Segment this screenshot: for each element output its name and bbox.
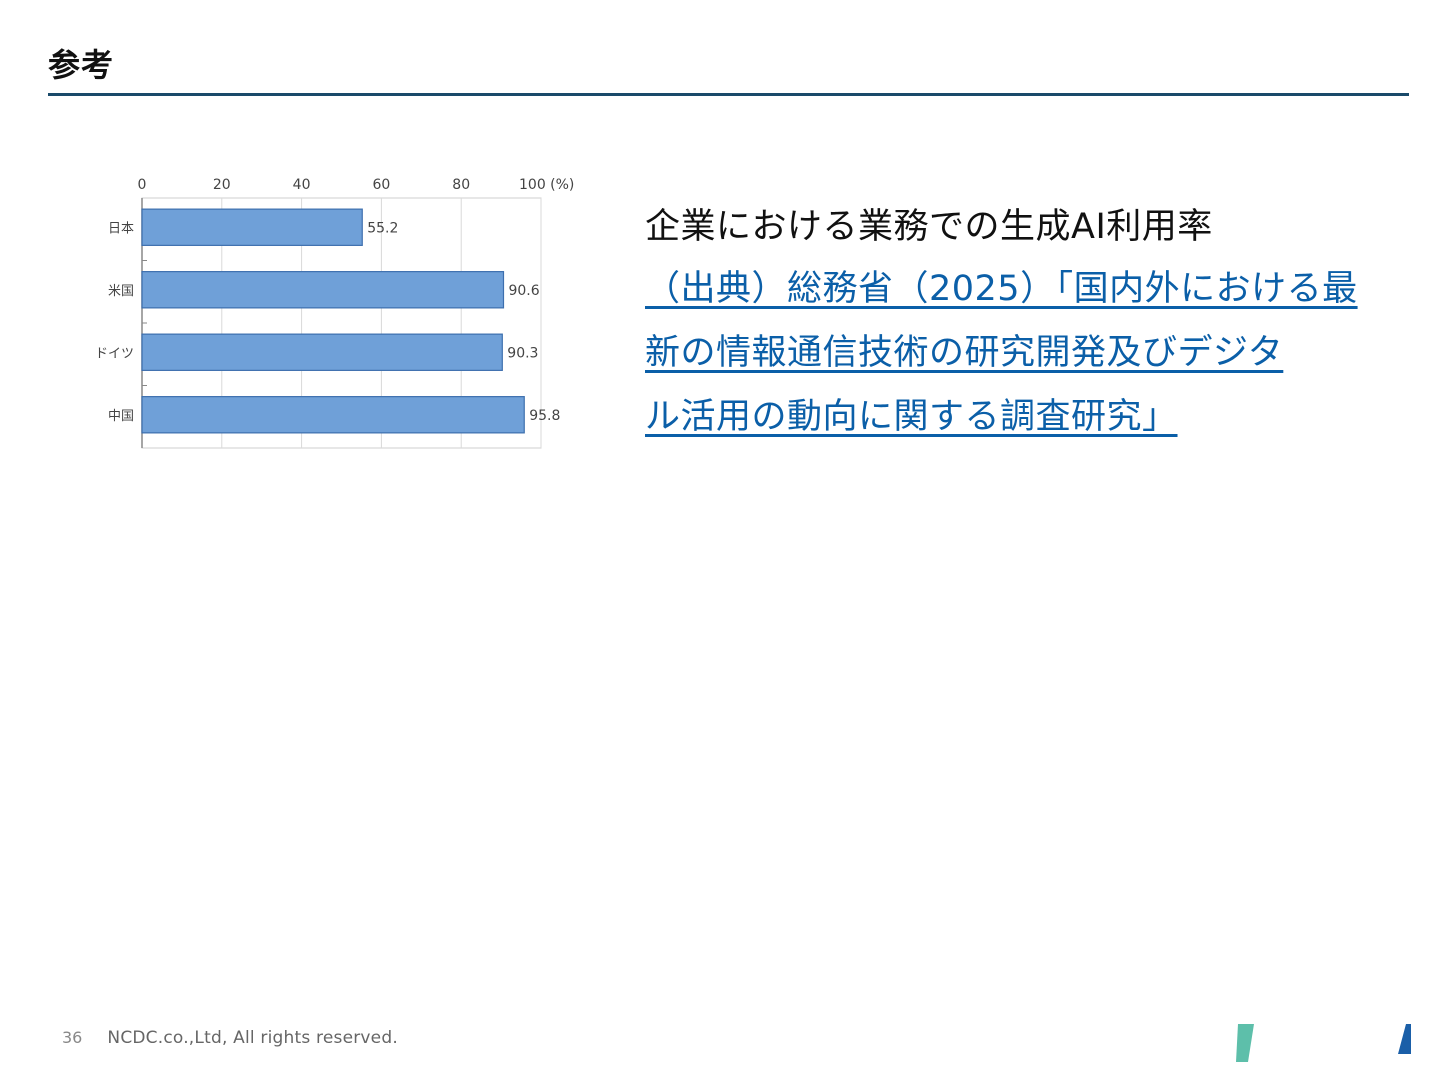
category-label: 中国 xyxy=(108,409,134,424)
bar-chart: 0 20 40 60 80 100 (%) 55.2 日本 90.6 米国 90.3 ドイツ 95.8 中… xyxy=(80,168,600,468)
source-link-line-3[interactable]: ル活用の動向に関する調査研究」 xyxy=(645,397,1178,437)
logo-teal-stroke xyxy=(1236,1024,1254,1062)
logo-blue-stroke xyxy=(1398,1024,1411,1054)
caption-title: 企業における業務での生成AI利用率 xyxy=(645,207,1213,247)
x-tick-label: 80 xyxy=(452,177,470,193)
title-divider xyxy=(48,93,1409,96)
x-tick-label: 20 xyxy=(213,177,231,193)
data-label: 90.3 xyxy=(507,345,538,361)
source-link-line-2[interactable]: 新の情報通信技術の研究開発及びデジタ xyxy=(645,333,1284,373)
category-label: 米国 xyxy=(108,284,134,299)
x-tick-label: 60 xyxy=(372,177,390,193)
footer: 36 NCDC.co.,Ltd, All rights reserved. xyxy=(62,1028,398,1048)
x-tick-label: 100 (%) xyxy=(519,177,574,193)
data-label: 95.8 xyxy=(529,408,560,424)
source-link-line-1[interactable]: （出典）総務省（2025）「国内外における最 xyxy=(645,269,1358,309)
category-label: 日本 xyxy=(108,221,134,236)
caption: 企業における業務での生成AI利用率 （出典）総務省（2025）「国内外における最… xyxy=(645,200,1385,456)
bar-3 xyxy=(141,333,503,371)
data-label: 90.6 xyxy=(508,283,539,299)
bar-chart-svg: 0 20 40 60 80 100 (%) 55.2 日本 90.6 米国 90.3 ドイツ 95.8 中… xyxy=(95,177,574,449)
category-label: ドイツ xyxy=(95,346,134,361)
x-tick-label: 0 xyxy=(138,177,147,193)
x-tick-label: 40 xyxy=(293,177,311,193)
copyright-text: NCDC.co.,Ltd, All rights reserved. xyxy=(107,1028,398,1048)
data-label: 55.2 xyxy=(367,220,398,236)
bar-4 xyxy=(141,396,525,434)
bar-1 xyxy=(141,208,363,246)
bar-2 xyxy=(141,271,505,309)
page-number: 36 xyxy=(62,1028,83,1047)
company-logo-icon xyxy=(1236,1024,1411,1062)
slide-title: 参考 xyxy=(48,46,115,84)
